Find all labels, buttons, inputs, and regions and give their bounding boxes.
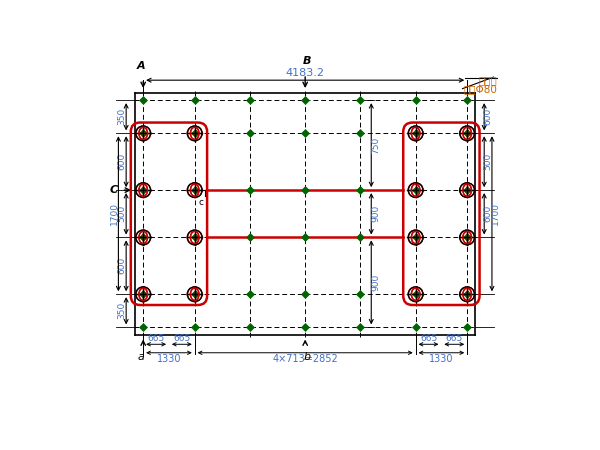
Text: 1330: 1330	[157, 354, 181, 365]
Text: 600: 600	[118, 153, 127, 171]
Text: C: C	[110, 185, 118, 195]
Text: 600: 600	[484, 205, 493, 222]
Text: B: B	[302, 56, 311, 66]
Text: c: c	[199, 198, 203, 207]
Text: 鉢管桩: 鉢管桩	[479, 75, 497, 85]
Text: a: a	[137, 352, 145, 362]
Text: 665: 665	[148, 334, 165, 343]
Text: 665: 665	[446, 334, 463, 343]
Text: 350: 350	[118, 302, 127, 320]
Text: 1330: 1330	[429, 354, 454, 365]
Text: A: A	[137, 61, 145, 71]
Text: b: b	[303, 352, 310, 362]
Text: 600: 600	[118, 257, 127, 274]
Text: 500: 500	[484, 153, 493, 171]
Text: 665: 665	[420, 334, 437, 343]
Text: 4×713=2852: 4×713=2852	[272, 354, 338, 365]
Text: 665: 665	[173, 334, 190, 343]
Text: 350: 350	[118, 108, 127, 126]
Text: 4183.2: 4183.2	[286, 68, 325, 78]
Text: 900: 900	[371, 274, 380, 291]
Text: 1700: 1700	[491, 202, 500, 225]
Text: 900: 900	[371, 205, 380, 222]
Text: 500: 500	[118, 205, 127, 222]
Text: 内径Φ80: 内径Φ80	[464, 84, 497, 94]
Text: 750: 750	[371, 136, 380, 154]
Text: 600: 600	[484, 108, 493, 126]
Text: 1700: 1700	[110, 202, 119, 225]
